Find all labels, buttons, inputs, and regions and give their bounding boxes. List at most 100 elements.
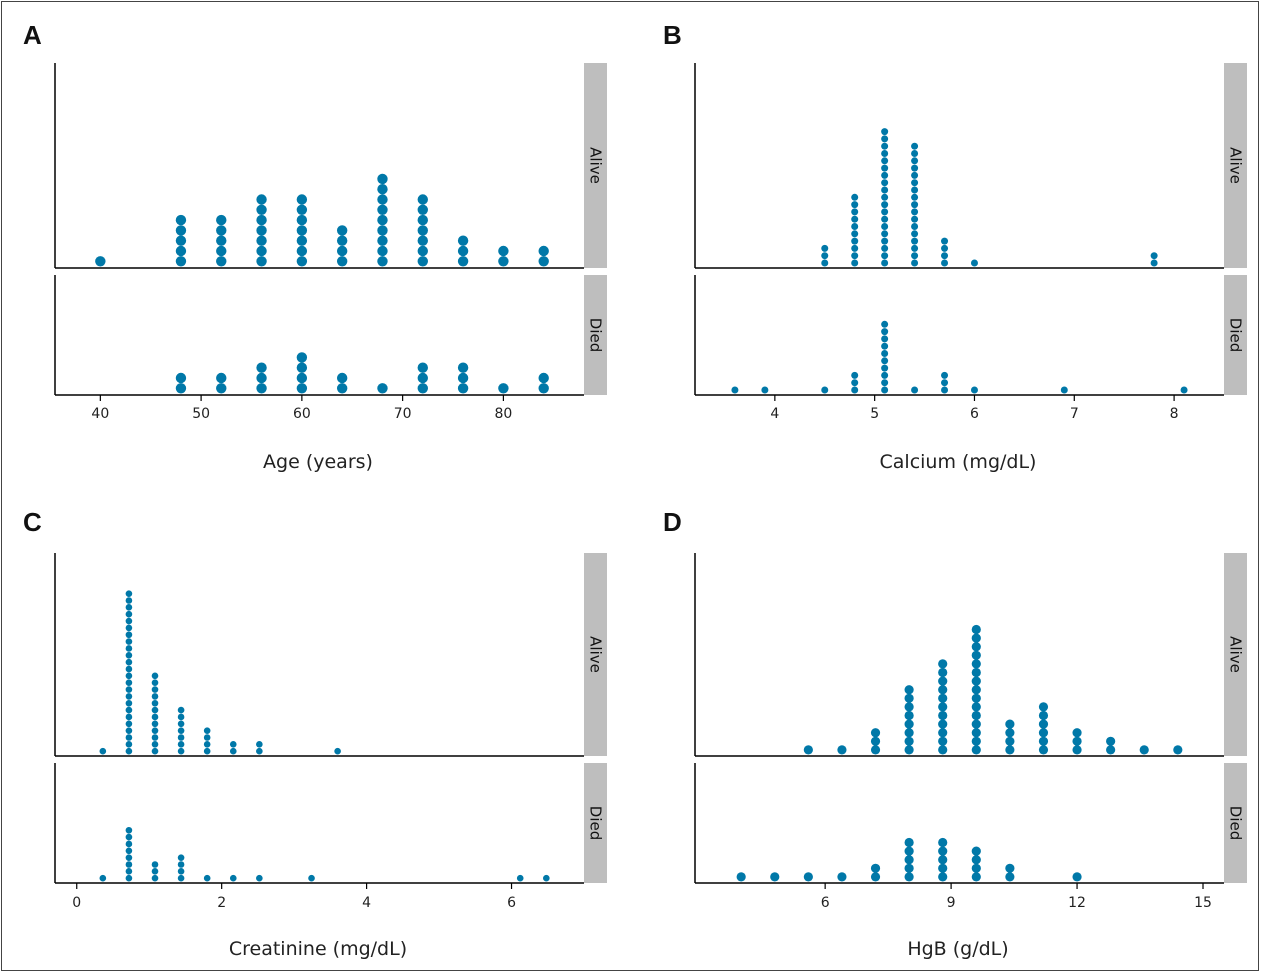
data-dot: [216, 225, 227, 236]
x-tick-label: 8: [1170, 406, 1179, 422]
data-dot: [851, 223, 859, 230]
data-dot: [938, 693, 948, 703]
data-dot: [938, 728, 948, 738]
data-dot: [417, 256, 428, 267]
data-dot: [175, 245, 187, 257]
data-dot: [911, 157, 919, 165]
data-dot: [125, 665, 133, 673]
data-dot: [911, 252, 919, 260]
panel-letter-d: D: [663, 507, 682, 537]
data-dot: [761, 386, 769, 394]
data-dot: [151, 734, 159, 741]
data-dot: [216, 256, 227, 267]
facet-strip: [1224, 553, 1247, 756]
data-dot: [377, 383, 388, 394]
data-dot: [911, 237, 919, 245]
data-dot: [125, 727, 133, 734]
data-dot: [870, 728, 881, 738]
data-dot: [151, 672, 159, 680]
panel-letter-a: A: [23, 20, 42, 50]
data-dot: [229, 747, 237, 755]
data-dot: [417, 204, 428, 215]
data-dot: [125, 833, 133, 841]
data-dot: [125, 693, 133, 700]
facet-strip-label: Died: [1227, 318, 1245, 352]
data-dot: [1106, 745, 1116, 755]
data-dot: [125, 826, 133, 834]
data-dot: [125, 854, 133, 861]
x-tick-label: 12: [1068, 895, 1086, 911]
x-axis-label: HgB (g/dL): [907, 938, 1008, 960]
data-dot: [938, 837, 948, 848]
data-dot: [296, 235, 308, 246]
x-tick-label: 70: [394, 406, 412, 422]
facet-strip: [584, 763, 607, 883]
x-tick-label: 50: [192, 406, 210, 422]
facet-strip-label: Alive: [1227, 147, 1245, 184]
data-dot: [125, 590, 133, 597]
data-dot: [941, 379, 949, 387]
x-axis-label: Creatinine (mg/dL): [229, 938, 407, 960]
data-dot: [417, 214, 428, 226]
data-dot: [125, 747, 133, 755]
panel-c: Alive Died 0 2 4 6 Creatinine (mg/dL): [54, 553, 607, 960]
data-dot: [904, 719, 914, 729]
facet-strip: [584, 275, 607, 395]
x-tick-label: 7: [1070, 406, 1079, 422]
x-tick-label: 9: [947, 895, 956, 911]
data-dot: [151, 699, 159, 707]
data-dot: [336, 245, 348, 257]
data-dot: [837, 745, 847, 755]
data-dot: [229, 874, 237, 882]
data-dot: [417, 225, 428, 236]
data-dot: [498, 245, 509, 257]
facet-strip: [1224, 63, 1247, 268]
data-dot: [216, 214, 227, 226]
data-dot: [151, 727, 159, 734]
data-dot: [881, 379, 889, 387]
data-dot: [971, 872, 981, 882]
data-dot: [151, 720, 159, 728]
data-dot: [498, 383, 509, 394]
data-dot: [821, 386, 829, 394]
data-dot: [1180, 386, 1188, 394]
data-dot: [457, 245, 469, 257]
data-dot: [971, 719, 981, 729]
data-dot: [904, 693, 914, 703]
data-dot: [256, 245, 267, 257]
data-dot: [881, 364, 889, 372]
data-dot: [911, 179, 919, 187]
x-tick-label: 15: [1194, 895, 1212, 911]
data-dot: [336, 225, 348, 236]
facet-strip-label: Died: [587, 806, 605, 840]
data-dot: [851, 244, 859, 252]
x-tick-label: 6: [507, 895, 516, 911]
data-dot: [911, 386, 919, 394]
x-tick-label: 6: [970, 406, 979, 422]
data-dot: [177, 706, 185, 714]
data-dot: [457, 383, 469, 394]
data-dot: [417, 383, 428, 394]
data-dot: [377, 245, 388, 257]
data-dot: [881, 179, 889, 187]
data-dot: [296, 372, 308, 384]
data-dot: [125, 840, 133, 848]
data-dot: [377, 194, 388, 205]
data-dot: [1072, 872, 1082, 882]
data-dot: [95, 256, 106, 267]
data-dot: [457, 235, 469, 246]
data-dot: [125, 847, 133, 855]
data-dot: [256, 256, 267, 267]
data-dot: [971, 667, 981, 678]
data-dot: [971, 650, 981, 660]
data-dot: [175, 256, 187, 267]
data-dot: [881, 193, 889, 201]
data-dot: [971, 685, 981, 695]
data-dot: [1150, 252, 1158, 260]
data-dot: [971, 745, 981, 755]
data-dot: [870, 736, 881, 746]
data-dot: [821, 252, 829, 260]
data-dot: [881, 215, 889, 223]
data-dot: [125, 658, 133, 666]
x-axis-label: Age (years): [263, 451, 373, 473]
